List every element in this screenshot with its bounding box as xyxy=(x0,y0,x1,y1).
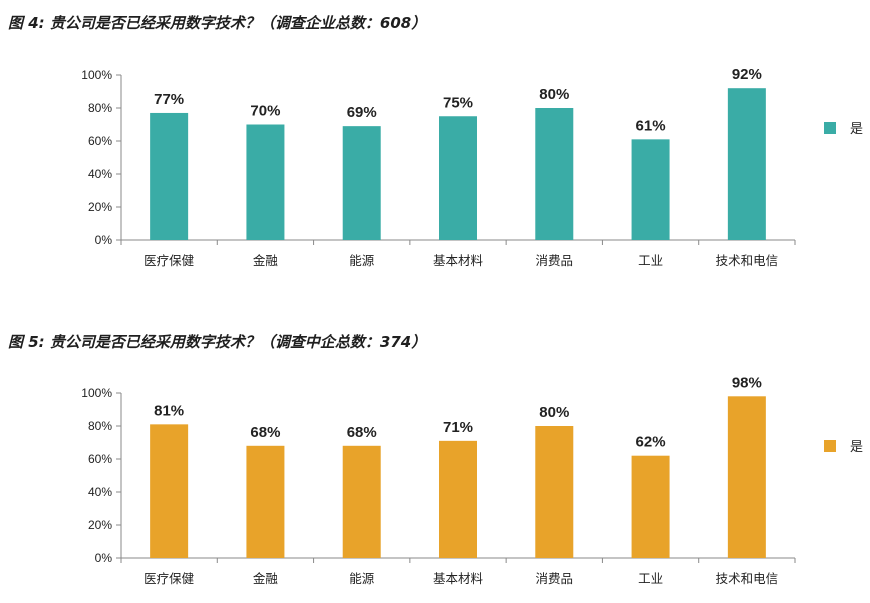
bar-5 xyxy=(535,108,574,240)
bar-1 xyxy=(150,424,189,558)
bar-4 xyxy=(439,116,477,240)
bar-chart-1: 0% 20% 40% 60% 80% 100% 77% 医疗保健 70% 金融 69% 能源 75% 基本… xyxy=(81,66,863,268)
bar-5 xyxy=(535,426,574,558)
bar-chart-2: 0% 20% 40% 60% 80% 100% 81% 医疗保健 68% 金融 68% 能源 71% 基本… xyxy=(81,374,863,586)
x-category-label: 基本材料 xyxy=(433,253,484,268)
bar-7 xyxy=(727,396,766,558)
data-label: 71% xyxy=(443,419,473,436)
x-category-label: 金融 xyxy=(253,571,279,586)
data-label: 69% xyxy=(347,104,377,121)
x-category-label: 能源 xyxy=(349,253,375,268)
x-category-label: 技术和电信 xyxy=(716,571,779,586)
bar-1 xyxy=(150,112,189,240)
y-tick-label: 40% xyxy=(88,485,112,499)
data-label: 68% xyxy=(347,424,377,441)
data-label: 62% xyxy=(636,434,666,451)
y-tick-label: 60% xyxy=(88,134,112,148)
data-label: 75% xyxy=(443,94,473,111)
data-label: 61% xyxy=(636,117,666,134)
bar-3 xyxy=(342,126,381,240)
legend-label: 是 xyxy=(850,440,863,455)
data-label: 80% xyxy=(539,404,569,421)
bar-7 xyxy=(727,88,766,240)
x-category-label: 消费品 xyxy=(536,571,574,586)
x-category-label: 消费品 xyxy=(536,253,574,268)
x-category-label: 能源 xyxy=(349,571,375,586)
bar-2 xyxy=(246,445,285,558)
legend-swatch xyxy=(824,122,836,134)
y-tick-label: 0% xyxy=(95,551,113,565)
bar-4 xyxy=(439,440,477,558)
data-label: 68% xyxy=(250,424,280,441)
data-label: 77% xyxy=(154,91,184,108)
x-category-label: 医疗保健 xyxy=(144,253,195,268)
legend-swatch xyxy=(824,440,836,452)
bar-6 xyxy=(631,139,670,240)
x-category-label: 工业 xyxy=(638,253,663,268)
y-tick-label: 100% xyxy=(81,68,112,82)
y-tick-label: 60% xyxy=(88,452,112,466)
y-tick-label: 0% xyxy=(95,233,113,247)
y-tick-label: 20% xyxy=(88,200,112,214)
y-tick-label: 20% xyxy=(88,518,112,532)
chart-2-title: 图 5: 贵公司是否已经采用数字技术？（调查中企总数：374） xyxy=(8,333,427,351)
y-tick-label: 40% xyxy=(88,167,112,181)
y-tick-label: 80% xyxy=(88,101,112,115)
x-category-label: 金融 xyxy=(253,253,279,268)
data-label: 80% xyxy=(539,86,569,103)
data-label: 81% xyxy=(154,402,184,419)
y-tick-label: 100% xyxy=(81,386,112,400)
data-label: 70% xyxy=(250,103,280,120)
x-category-label: 医疗保健 xyxy=(144,571,195,586)
bar-2 xyxy=(246,124,285,240)
data-label: 92% xyxy=(732,66,762,83)
x-category-label: 基本材料 xyxy=(433,571,484,586)
data-label: 98% xyxy=(732,374,762,391)
x-category-label: 技术和电信 xyxy=(716,253,779,268)
bar-6 xyxy=(631,455,670,558)
y-tick-label: 80% xyxy=(88,419,112,433)
x-category-label: 工业 xyxy=(638,571,663,586)
bar-3 xyxy=(342,445,381,558)
legend-label: 是 xyxy=(850,122,863,137)
chart-1-title: 图 4: 贵公司是否已经采用数字技术？（调查企业总数：608） xyxy=(8,14,427,32)
